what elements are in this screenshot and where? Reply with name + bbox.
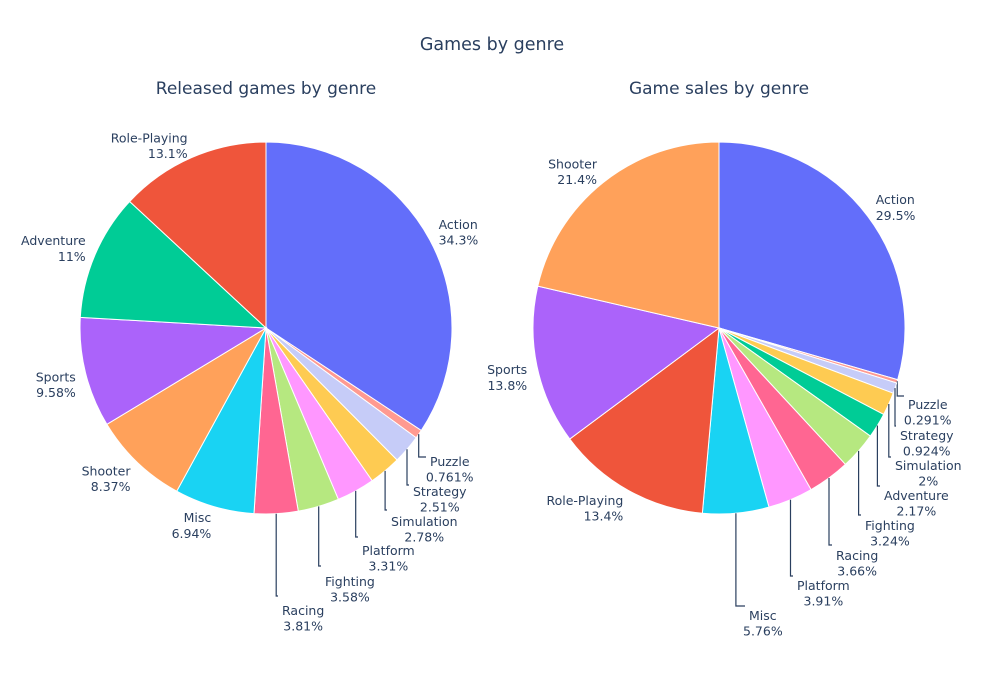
slice-role-playing-label: Role-Playing 13.4% xyxy=(546,493,623,524)
slice-racing-leader xyxy=(828,478,832,546)
slice-platform-label: Platform 3.91% xyxy=(797,578,850,609)
pie-released-games: Released games by genre Action 34.3% Puzzl… xyxy=(21,79,478,634)
slice-role-playing-label: Role-Playing 13.1% xyxy=(111,130,188,161)
slice-shooter xyxy=(537,141,720,329)
slice-platform-leader xyxy=(355,490,358,538)
slice-simulation-label: Simulation 2% xyxy=(895,458,962,489)
slice-sports-label: Sports 13.8% xyxy=(487,362,527,393)
slice-platform-leader xyxy=(789,499,793,577)
slice-simulation-label: Simulation 2.78% xyxy=(391,514,458,545)
pie-sales-title: Game sales by genre xyxy=(629,79,809,99)
slice-strategy-label: Strategy 2.51% xyxy=(413,484,467,515)
figure-title: Games by genre xyxy=(420,35,564,55)
slice-action-label: Action 29.5% xyxy=(876,192,916,223)
slice-puzzle-leader xyxy=(896,381,904,397)
slice-racing-leader xyxy=(275,513,278,597)
pie-game-sales: Game sales by genre Action 29.5% Puzzle 0.2… xyxy=(487,79,961,639)
slice-sports xyxy=(532,285,721,440)
slice-misc-label: Misc 6.94% xyxy=(172,510,212,541)
slice-misc-leader xyxy=(735,513,745,607)
slice-shooter-label: Shooter 8.37% xyxy=(82,464,132,495)
slice-fighting-label: Fighting 3.24% xyxy=(865,518,915,549)
slice-simulation-leader xyxy=(384,470,387,511)
slice-puzzle-leader xyxy=(418,434,426,458)
slice-fighting-label: Fighting 3.58% xyxy=(325,574,375,605)
slice-racing-label: Racing 3.81% xyxy=(282,603,324,634)
pie-released-title: Released games by genre xyxy=(156,79,376,99)
slice-simulation-leader xyxy=(888,404,891,458)
slice-platform-label: Platform 3.31% xyxy=(362,543,415,574)
slice-adventure-leader xyxy=(876,425,880,487)
slice-role-playing xyxy=(569,326,720,514)
slice-strategy-leader xyxy=(894,388,896,427)
slice-adventure-label: Adventure 2.17% xyxy=(884,488,949,519)
slice-role-playing xyxy=(128,141,267,330)
slice-action-label: Action 34.3% xyxy=(439,217,479,248)
slice-action xyxy=(718,141,906,381)
slice-adventure-label: Adventure 11% xyxy=(21,233,86,264)
slice-strategy-label: Strategy 0.924% xyxy=(900,428,954,459)
slice-adventure xyxy=(79,200,268,329)
slice-misc-label: Misc 5.76% xyxy=(743,608,783,639)
slice-sports-label: Sports 9.58% xyxy=(36,369,76,400)
slice-strategy-leader xyxy=(406,449,409,486)
slice-shooter-label: Shooter 21.4% xyxy=(548,157,598,188)
slice-fighting-leader xyxy=(857,450,861,516)
slice-racing-label: Racing 3.66% xyxy=(836,548,878,579)
slice-sports xyxy=(79,316,268,426)
slice-puzzle-label: Puzzle 0.291% xyxy=(904,397,952,428)
slice-puzzle-label: Puzzle 0.761% xyxy=(426,454,474,485)
slice-shooter xyxy=(106,326,268,492)
slice-fighting-leader xyxy=(318,506,321,567)
